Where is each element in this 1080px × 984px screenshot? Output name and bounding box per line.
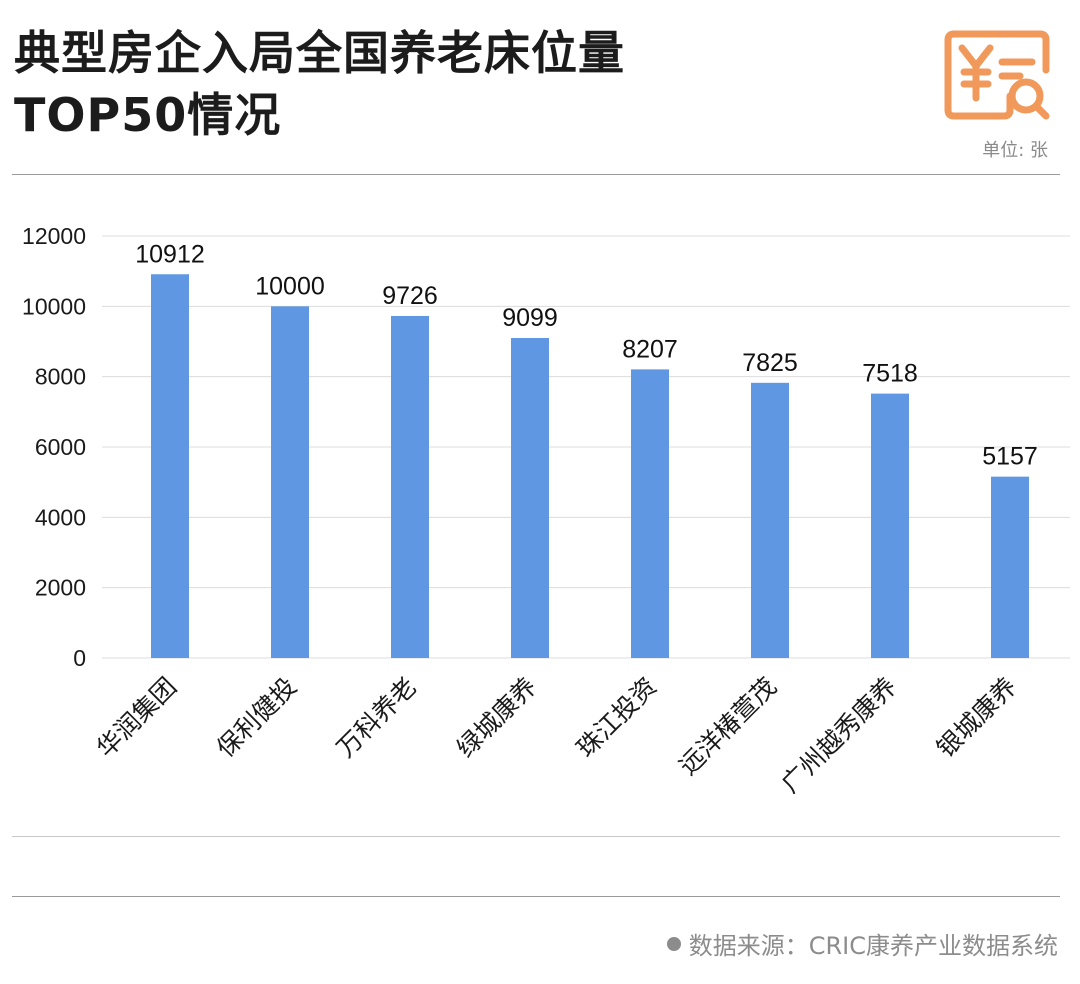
bar-绿城康养: [511, 338, 549, 658]
data-label: 7825: [742, 349, 798, 377]
bar-珠江投资: [631, 369, 669, 658]
x-tick-label: 银城康养: [931, 672, 1022, 763]
x-tick-label: 万科养老: [331, 672, 422, 763]
bars: [151, 274, 1029, 658]
bar-远洋椿萱茂: [751, 382, 789, 658]
data-source: 数据来源：CRIC康养产业数据系统: [666, 926, 1058, 961]
x-tick-label: 远洋椿萱茂: [673, 672, 782, 781]
data-label: 8207: [622, 335, 678, 363]
bar-保利健投: [271, 306, 309, 658]
y-tick-label: 2000: [35, 575, 86, 601]
bar-万科养老: [391, 315, 429, 658]
yen-receipt-search-icon: [944, 30, 1050, 120]
bar-银城康养: [991, 476, 1029, 658]
bar-华润集团: [151, 274, 189, 658]
y-tick-label: 0: [73, 645, 86, 671]
y-tick-label: 4000: [35, 504, 86, 530]
x-tick-label: 广州越秀康养: [776, 672, 903, 799]
bar-chart: 0 2000 4000 6000 8000 10000 12000 10912 10000 97…: [22, 223, 1070, 799]
chart-title-line-1: 典型房企入局全国养老床位量: [14, 26, 625, 80]
y-axis-tick-labels: 0 2000 4000 6000 8000 10000 12000: [22, 223, 86, 671]
bar-广州越秀康养: [871, 393, 909, 658]
y-tick-label: 6000: [35, 434, 86, 460]
data-label: 10000: [255, 272, 325, 300]
data-label: 10912: [135, 240, 205, 268]
y-tick-label: 10000: [22, 293, 86, 319]
data-label: 9099: [502, 304, 558, 332]
y-tick-label: 12000: [22, 223, 86, 249]
unit-label: 单位: 张: [982, 140, 1048, 161]
data-label: 5157: [982, 443, 1038, 471]
footer-divider: [12, 896, 1060, 897]
x-tick-label: 华润集团: [91, 672, 182, 763]
grid-lines: [102, 235, 1070, 659]
header-divider: [12, 174, 1060, 175]
chart-bottom-divider: [12, 836, 1060, 837]
data-label: 9726: [382, 282, 438, 310]
bullet-dot-icon: [666, 936, 681, 951]
chart-title: 典型房企入局全国养老床位量 TOP50情况: [14, 22, 874, 146]
data-labels: 10912 10000 9726 9099 8207 7825 7518 5157: [135, 240, 1038, 470]
x-tick-label: 珠江投资: [571, 672, 662, 763]
data-source-text: 数据来源：CRIC康养产业数据系统: [688, 932, 1058, 960]
data-label: 7518: [862, 360, 918, 388]
chart-title-line-2: TOP50情况: [14, 88, 282, 142]
x-tick-label: 保利健投: [211, 672, 302, 763]
y-tick-label: 8000: [35, 364, 86, 390]
x-tick-label: 绿城康养: [451, 672, 542, 763]
